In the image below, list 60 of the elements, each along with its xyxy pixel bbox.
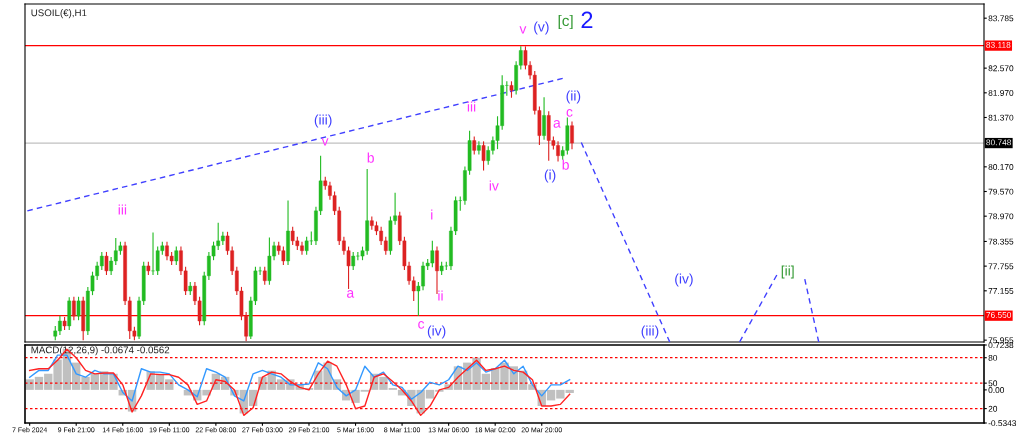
candlestick [477, 140, 481, 156]
annotation: v [321, 138, 329, 146]
annotation: (i) [544, 169, 556, 183]
annotation: iv [489, 180, 499, 191]
candlestick [481, 140, 486, 172]
candlestick [174, 246, 179, 266]
y2-tick-label: 80 [988, 354, 998, 361]
candlestick [351, 251, 356, 271]
annotation: (iii) [314, 114, 332, 128]
ref-line-label: 80.748 [986, 139, 1012, 146]
y-tick-label: 0.00 [988, 387, 1005, 393]
y-tick-label: 79.570 [988, 188, 1014, 195]
annotation: a [347, 290, 355, 298]
y-tick-label: 80.170 [988, 164, 1014, 170]
annotation: (v) [534, 21, 549, 35]
candlestick [76, 296, 81, 321]
annotation: b [367, 152, 374, 163]
chart-title: USOIL(€),H1 [31, 9, 87, 19]
candlestick [435, 246, 439, 295]
ref-line-label: 76.550 [986, 312, 1012, 318]
annotation: iii [467, 101, 476, 112]
candlestick [472, 135, 477, 156]
candlestick [72, 296, 76, 321]
candlestick [304, 236, 309, 256]
y-tick-label: 78.970 [988, 213, 1014, 220]
y-tick-label: 77.755 [988, 263, 1014, 270]
candlestick [262, 266, 267, 286]
y-tick-label: 78.355 [988, 238, 1014, 245]
annotation: [c] [558, 14, 573, 30]
annotation: ii [438, 290, 443, 301]
chart-title: MACD(12,26,9) -0.0674 -0.0562 [31, 346, 170, 356]
annotation: 2 [581, 11, 593, 29]
y-tick-label: 75.955 [988, 337, 1014, 344]
annotation: (iii) [641, 325, 659, 339]
annotation: (ii) [566, 90, 581, 104]
annotation: c [418, 321, 425, 329]
annotation: a [553, 120, 561, 128]
y-tick-label: 83.785 [988, 15, 1014, 22]
y-tick-label: -0.5343 [988, 420, 1017, 427]
y2-tick-label: 20 [988, 405, 998, 412]
y-tick-label: 81.370 [988, 114, 1014, 121]
y-tick-label: 0.7238 [988, 342, 1014, 349]
candlestick [570, 121, 574, 150]
annotation: i [431, 209, 433, 220]
annotation: (iv) [675, 273, 693, 287]
candlestick [542, 96, 546, 141]
ref-line-label: 83.118 [986, 41, 1011, 48]
annotation: [ii] [781, 265, 794, 279]
y-tick-label: 81.970 [988, 90, 1014, 96]
line-series [28, 354, 571, 402]
y-tick-label: 82.570 [988, 65, 1014, 72]
annotation: iii [118, 204, 127, 215]
line-series [28, 348, 571, 417]
y-tick-label: 77.155 [988, 288, 1014, 294]
annotation: c [566, 109, 573, 117]
annotation: (iv) [427, 325, 446, 339]
candlestick [104, 251, 109, 276]
annotation: v [519, 26, 527, 34]
annotation: b [562, 159, 569, 170]
y2-tick-label: 50 [988, 380, 998, 387]
